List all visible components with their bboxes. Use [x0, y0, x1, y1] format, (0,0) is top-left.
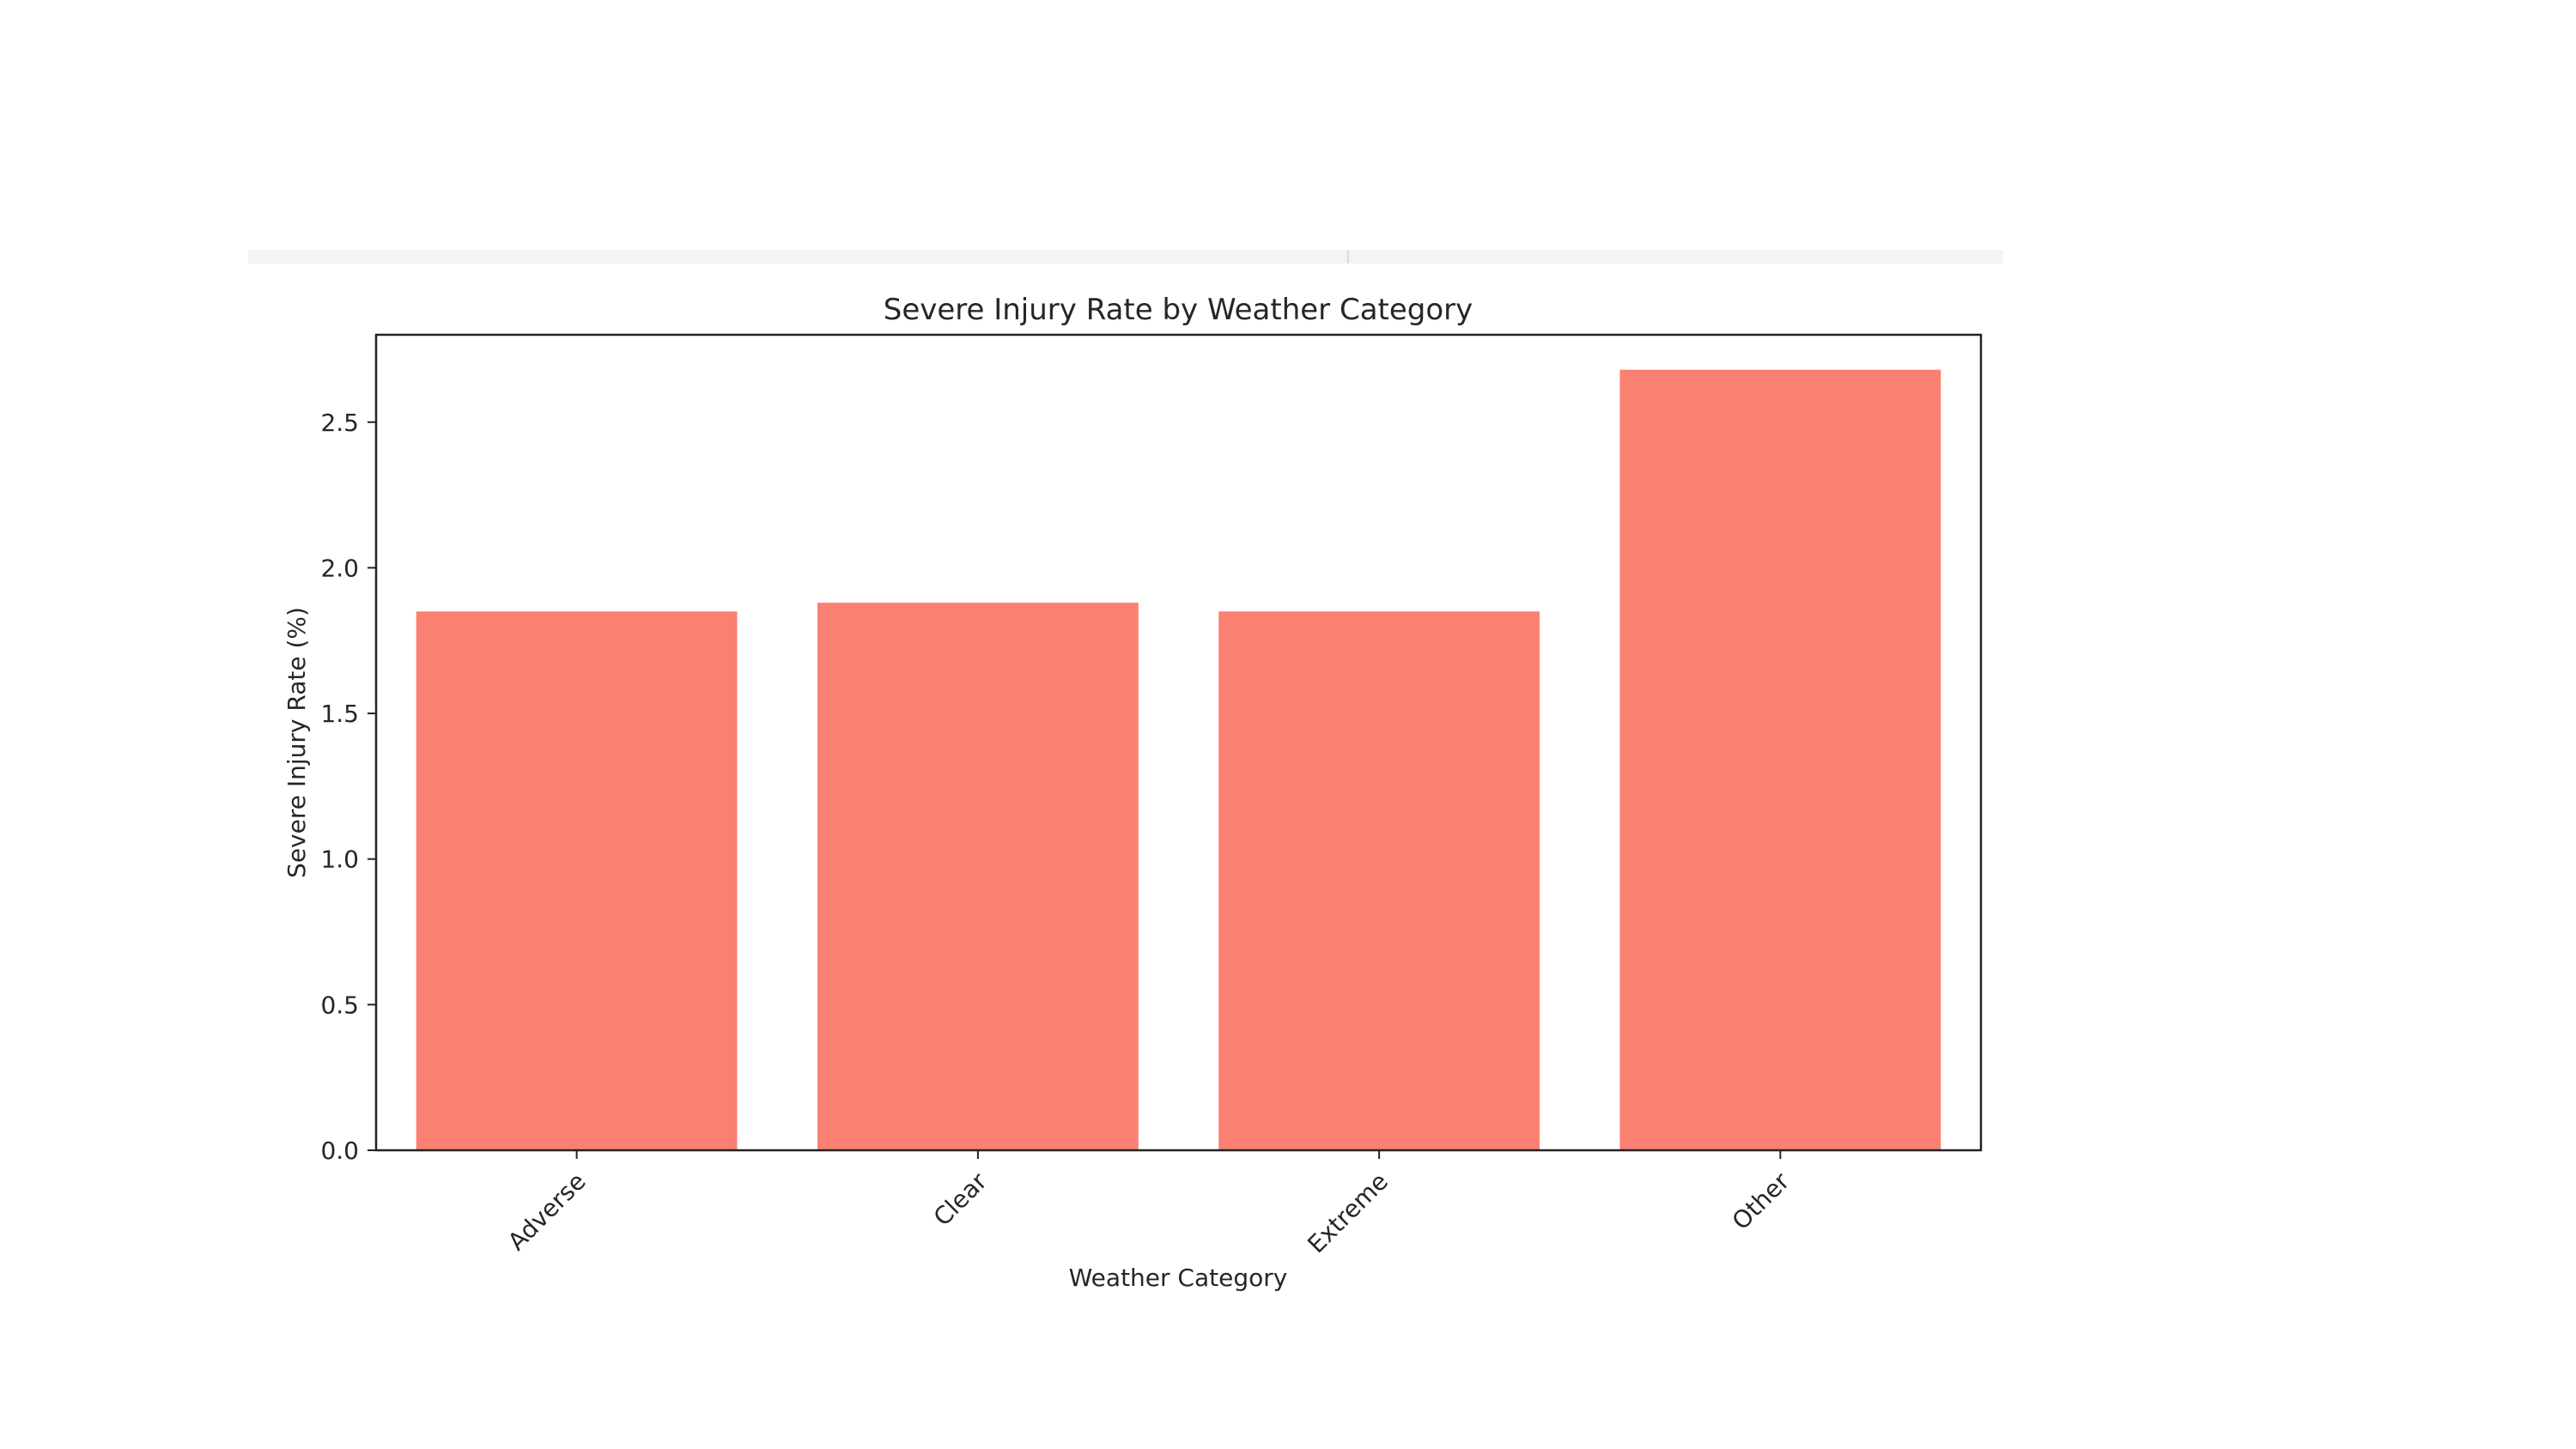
top-strip-divider [1347, 250, 1349, 264]
top-strip [248, 250, 2003, 264]
y-tick-label: 0.0 [320, 1137, 359, 1165]
bar-other [1619, 369, 1941, 1150]
x-axis-label: Weather Category [1069, 1264, 1288, 1292]
x-tick-label: Adverse [502, 1167, 592, 1257]
y-tick-label: 2.0 [320, 554, 359, 582]
y-tick-label: 1.5 [320, 700, 359, 728]
x-tick-label: Clear [928, 1167, 993, 1231]
bar-extreme [1218, 611, 1540, 1150]
y-tick-label: 2.5 [320, 409, 359, 437]
y-tick-label: 1.0 [320, 846, 359, 874]
chart-title: Severe Injury Rate by Weather Category [884, 293, 1473, 327]
plot-frame [374, 333, 1983, 1152]
y-axis-label: Severe Injury Rate (%) [283, 607, 311, 878]
bars-layer [416, 369, 1941, 1150]
bar-adverse [416, 611, 738, 1150]
bar-clear [817, 603, 1139, 1150]
x-tick-label: Other [1727, 1167, 1795, 1235]
x-tick-label: Extreme [1302, 1167, 1394, 1259]
y-tick-label: 0.5 [320, 991, 359, 1019]
